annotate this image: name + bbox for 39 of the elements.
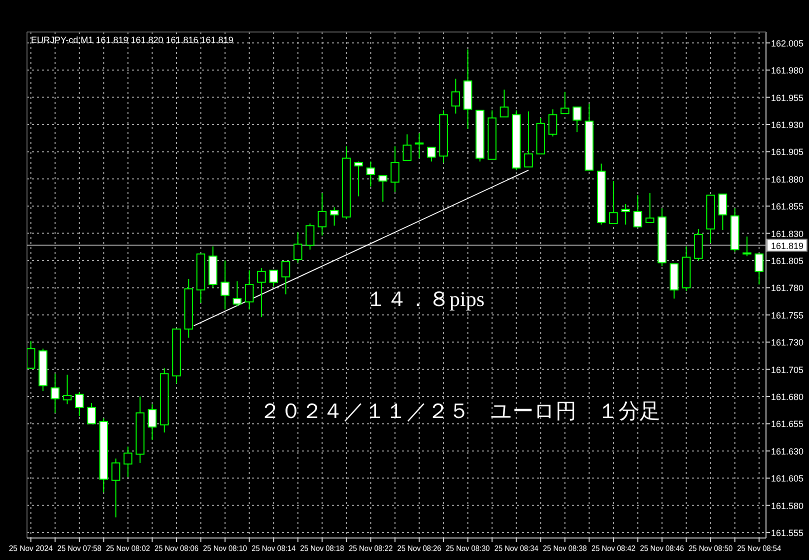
y-tick-label: 161.880 <box>771 174 804 184</box>
x-tick-label: 25 Nov 08:34 <box>494 544 542 553</box>
x-tick-label: 25 Nov 08:02 <box>106 544 154 553</box>
y-tick-label: 161.830 <box>771 228 804 239</box>
y-tick-label: 161.580 <box>771 500 804 511</box>
y-tick-label: 161.655 <box>771 419 804 430</box>
y-tick-label: 161.980 <box>771 66 804 76</box>
y-tick-label: 161.955 <box>771 92 804 103</box>
x-tick-label: 25 Nov 08:50 <box>688 544 736 553</box>
annotation: １４．８pips <box>365 287 485 311</box>
y-tick-label: 162.005 <box>771 38 804 48</box>
y-tick-label: 161.555 <box>771 528 804 538</box>
x-tick-label: 25 Nov 08:18 <box>300 544 348 553</box>
x-tick-label: 25 Nov 08:26 <box>397 544 445 553</box>
x-tick-label: 25 Nov 08:54 <box>737 544 785 553</box>
y-tick-label: 161.930 <box>771 120 804 130</box>
y-tick-label: 161.755 <box>771 310 804 320</box>
x-tick-label: 25 Nov 2024 <box>8 544 54 553</box>
x-tick-label: 25 Nov 07:58 <box>57 544 105 553</box>
x-tick-label: 25 Nov 08:42 <box>591 544 640 553</box>
chart-title: EURJPY-cd,M1 161.819 161.820 161.816 161.819 <box>31 35 234 45</box>
x-tick-label: 25 Nov 08:38 <box>542 544 591 553</box>
y-tick-label: 161.605 <box>771 474 804 484</box>
y-tick-label: 161.630 <box>771 446 804 456</box>
y-tick-label: 161.730 <box>771 338 804 348</box>
x-tick-label: 25 Nov 08:14 <box>252 544 300 553</box>
x-tick-label: 25 Nov 08:22 <box>348 544 396 553</box>
x-tick-label: 25 Nov 08:30 <box>446 544 494 553</box>
y-tick-label: 161.680 <box>771 392 804 402</box>
annotation: ２０２４／１１／２５ ユーロ円 １分足 <box>260 399 660 423</box>
ref-line-label: 161.819 <box>771 240 804 251</box>
x-tick-label: 25 Nov 08:10 <box>203 544 251 553</box>
x-tick-label: 25 Nov 08:06 <box>154 544 202 553</box>
y-tick-label: 161.805 <box>771 256 804 266</box>
y-tick-label: 161.780 <box>771 283 804 294</box>
y-tick-label: 161.705 <box>771 364 804 375</box>
y-tick-label: 161.855 <box>771 202 804 212</box>
y-tick-label: 161.905 <box>771 147 804 158</box>
x-tick-label: 25 Nov 08:46 <box>640 544 688 553</box>
